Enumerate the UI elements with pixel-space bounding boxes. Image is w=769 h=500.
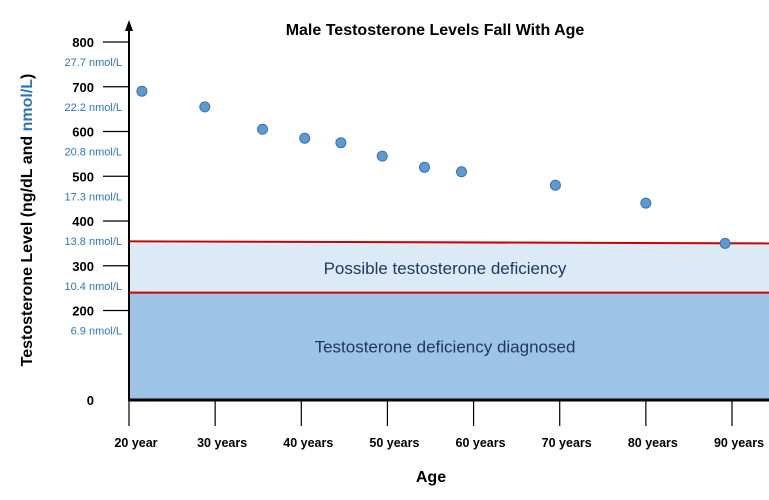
band-label: Possible testosterone deficiency (324, 259, 567, 278)
y-axis-label-close: ) (19, 74, 36, 79)
y-tick-label: 300 (72, 259, 94, 274)
threshold-line-upper (128, 240, 769, 245)
y-tick-label: 0 (87, 393, 94, 408)
data-point (136, 85, 148, 97)
data-point (257, 123, 269, 135)
y-tick-label: 200 (72, 304, 94, 319)
threshold-lines-layer (128, 240, 769, 294)
y-tick-sub-label: 10.4 nmol/L (65, 281, 122, 293)
x-tick-label: 20 year (114, 436, 157, 450)
axes-layer (125, 20, 769, 402)
data-point (199, 101, 211, 113)
y-axis-arrow (125, 20, 133, 31)
y-tick-label: 600 (72, 125, 94, 140)
x-tick-label: 60 years (456, 436, 506, 450)
data-point (456, 166, 468, 178)
data-point (418, 161, 430, 173)
x-tick-label: 50 years (369, 436, 419, 450)
data-point (335, 137, 347, 149)
band-possible-deficiency (129, 243, 769, 293)
points-layer (136, 85, 731, 249)
y-axis-label-main: Testosterone Level (ng/dL and (19, 131, 36, 366)
chart-title: Male Testosterone Levels Fall With Age (286, 22, 585, 39)
y-tick-label: 800 (72, 35, 94, 50)
y-tick-sub-label: 13.8 nmol/L (65, 236, 122, 248)
bands-layer: Possible testosterone deficiency Testoste… (129, 243, 769, 400)
data-point (549, 179, 561, 191)
data-point (719, 237, 731, 249)
y-axis-label-unit: nmol/L (19, 79, 36, 132)
x-tick-label: 30 years (197, 436, 247, 450)
data-point (299, 132, 311, 144)
x-axis-label: Age (416, 469, 446, 486)
band-label: Testosterone deficiency diagnosed (315, 337, 576, 356)
y-tick-sub-label: 6.9 nmol/L (71, 326, 122, 338)
y-ticks-layer: 800 27.7 nmol/L 700 22.2 nmol/L 600 20.8 nmol… (65, 35, 129, 408)
data-point (640, 197, 652, 209)
y-axis-label: Testosterone Level (ng/dL and nmol/L) (19, 74, 36, 367)
x-ticks-layer: 20 year 30 years 40 years 50 years 60 years 7… (114, 400, 764, 450)
y-tick-label: 700 (72, 80, 94, 95)
x-tick-label: 70 years (542, 436, 592, 450)
data-point (376, 150, 388, 162)
y-tick-label: 400 (72, 214, 94, 229)
band-deficiency-diagnosed (129, 292, 769, 400)
y-tick-sub-label: 27.7 nmol/L (65, 57, 122, 69)
x-tick-label: 90 years (714, 436, 764, 450)
y-tick-sub-label: 20.8 nmol/L (65, 147, 122, 159)
x-tick-label: 80 years (628, 436, 678, 450)
x-tick-label: 40 years (283, 436, 333, 450)
y-tick-label: 500 (72, 169, 94, 184)
y-tick-sub-label: 17.3 nmol/L (65, 191, 122, 203)
y-tick-sub-label: 22.2 nmol/L (65, 102, 122, 114)
